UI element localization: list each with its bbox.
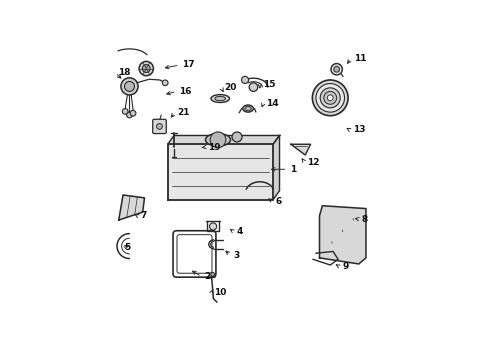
Ellipse shape [210, 95, 229, 103]
Circle shape [210, 132, 225, 148]
Text: 15: 15 [262, 80, 275, 89]
Ellipse shape [214, 96, 225, 101]
Polygon shape [167, 135, 279, 144]
Ellipse shape [205, 134, 230, 146]
Text: 17: 17 [182, 60, 195, 69]
Circle shape [142, 64, 150, 72]
Circle shape [241, 76, 248, 84]
Circle shape [315, 84, 344, 112]
Text: 20: 20 [224, 83, 236, 92]
Ellipse shape [244, 107, 251, 111]
Text: 12: 12 [307, 158, 319, 167]
Circle shape [162, 80, 168, 86]
Text: 19: 19 [207, 143, 220, 152]
Text: 11: 11 [353, 54, 366, 63]
Text: 3: 3 [233, 251, 239, 260]
Text: 9: 9 [341, 262, 347, 271]
Circle shape [210, 273, 214, 276]
Circle shape [126, 112, 132, 118]
Text: 16: 16 [179, 87, 192, 96]
Circle shape [124, 81, 134, 91]
Circle shape [248, 83, 257, 91]
Text: 8: 8 [361, 215, 367, 224]
FancyBboxPatch shape [152, 119, 166, 134]
Text: 6: 6 [275, 197, 282, 206]
Ellipse shape [242, 105, 253, 112]
Circle shape [122, 109, 128, 114]
Circle shape [231, 132, 242, 142]
Text: 10: 10 [214, 288, 226, 297]
Circle shape [326, 95, 332, 101]
Text: 14: 14 [266, 99, 278, 108]
Circle shape [156, 123, 162, 129]
Text: 13: 13 [352, 126, 365, 135]
Text: 2: 2 [204, 272, 210, 281]
Circle shape [130, 111, 136, 116]
Circle shape [139, 62, 153, 76]
Polygon shape [290, 144, 310, 155]
Circle shape [323, 91, 336, 104]
Polygon shape [319, 206, 365, 264]
Text: 21: 21 [177, 108, 190, 117]
Circle shape [330, 64, 342, 75]
Polygon shape [119, 195, 144, 220]
Circle shape [312, 80, 347, 116]
Text: 18: 18 [118, 68, 130, 77]
Polygon shape [272, 135, 279, 200]
Text: 7: 7 [140, 211, 146, 220]
Circle shape [320, 88, 340, 108]
Text: 5: 5 [124, 243, 130, 252]
Text: 1: 1 [290, 165, 296, 174]
Circle shape [333, 66, 339, 72]
Circle shape [209, 223, 216, 230]
Circle shape [121, 78, 138, 95]
Text: 4: 4 [236, 227, 243, 236]
Polygon shape [167, 144, 272, 200]
